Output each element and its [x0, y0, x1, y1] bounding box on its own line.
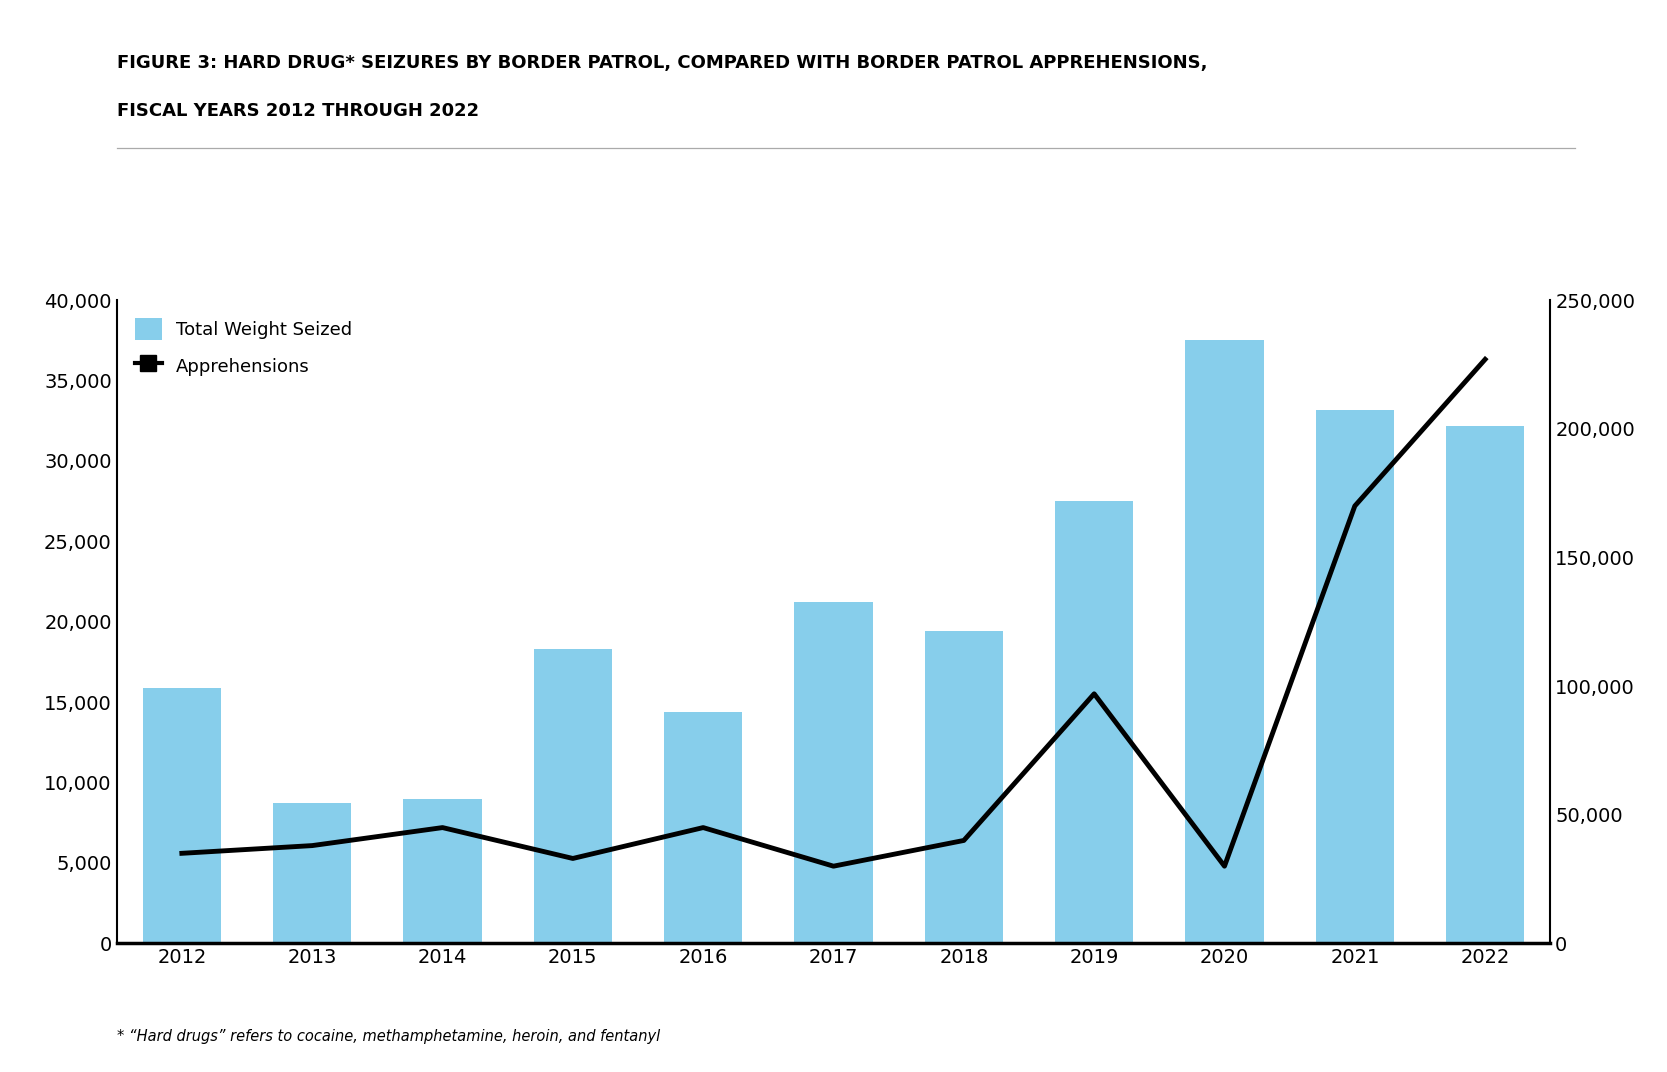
Bar: [143, 688, 222, 943]
Bar: [533, 650, 612, 943]
Bar: [795, 602, 872, 943]
Text: FISCAL YEARS 2012 THROUGH 2022: FISCAL YEARS 2012 THROUGH 2022: [117, 102, 478, 120]
Bar: [403, 799, 482, 943]
Text: FIGURE 3: HARD DRUG* SEIZURES BY BORDER PATROL, COMPARED WITH BORDER PATROL APPR: FIGURE 3: HARD DRUG* SEIZURES BY BORDER …: [117, 54, 1207, 72]
Bar: [1445, 426, 1524, 943]
Bar: [273, 804, 352, 943]
Bar: [1315, 410, 1394, 943]
Text: * “Hard drugs” refers to cocaine, methamphetamine, heroin, and fentanyl: * “Hard drugs” refers to cocaine, metham…: [117, 1029, 660, 1044]
Legend: Total Weight Seized, Apprehensions: Total Weight Seized, Apprehensions: [125, 309, 362, 386]
Bar: [925, 631, 1004, 943]
Bar: [663, 712, 742, 943]
Bar: [1055, 502, 1134, 943]
Bar: [1185, 341, 1264, 943]
